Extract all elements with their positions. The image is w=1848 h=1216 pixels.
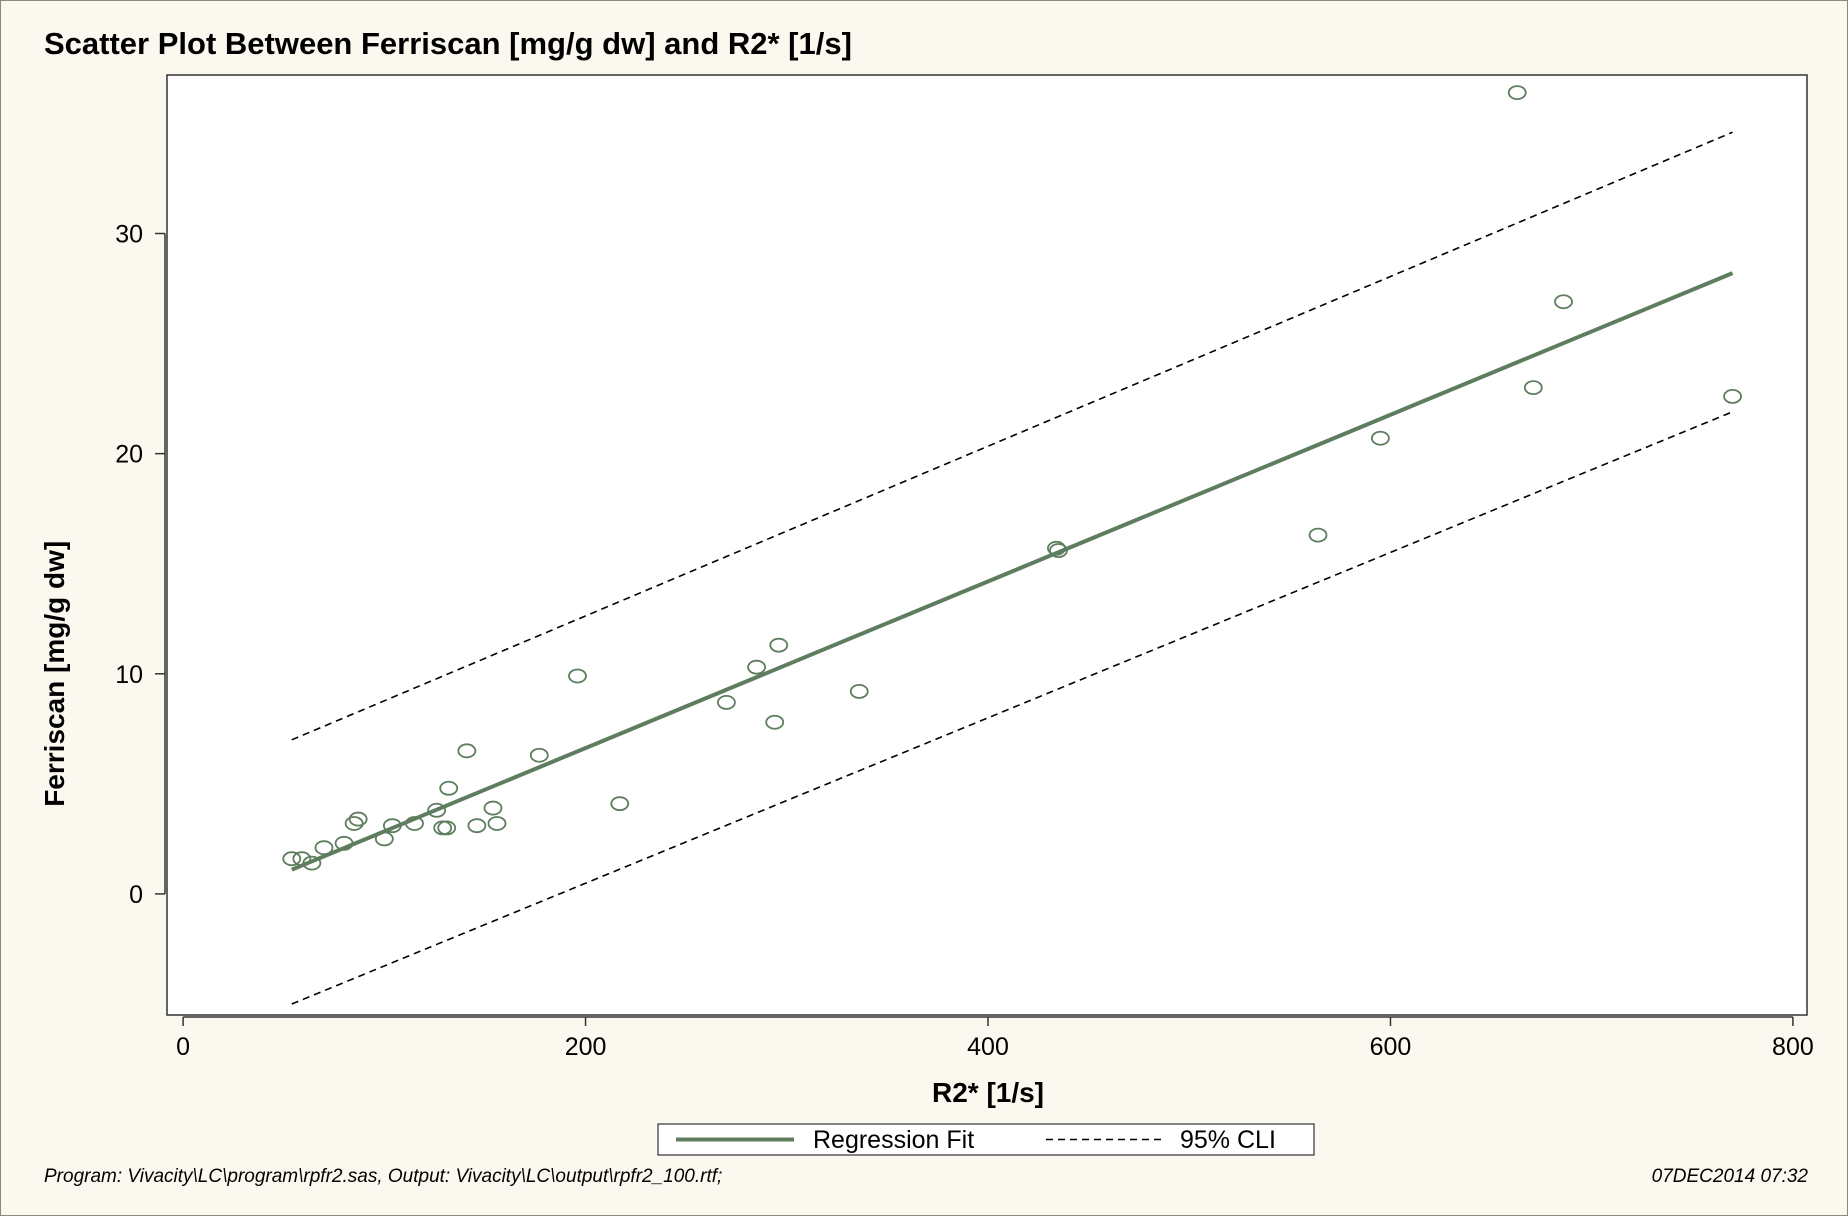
y-tick-label: 10 bbox=[115, 661, 143, 689]
data-point bbox=[344, 816, 364, 831]
data-point bbox=[769, 637, 789, 653]
data-point bbox=[457, 743, 477, 759]
data-point bbox=[568, 668, 587, 684]
data-point bbox=[483, 800, 503, 816]
legend-regression-label: Regression Fit bbox=[813, 1126, 974, 1154]
data-point bbox=[405, 816, 424, 831]
data-point bbox=[849, 683, 869, 699]
data-point bbox=[610, 796, 630, 812]
data-point bbox=[427, 802, 447, 818]
x-axis-label: R2* [1/s] bbox=[932, 1077, 1044, 1108]
data-point bbox=[374, 831, 394, 847]
data-point bbox=[292, 851, 312, 867]
data-point bbox=[1370, 430, 1390, 446]
footer-program: Program: Vivacity\LC\program\rpfr2.sas, … bbox=[44, 1166, 723, 1187]
y-axis-label: Ferriscan [mg/g dw] bbox=[39, 541, 70, 807]
data-point bbox=[765, 714, 785, 730]
x-tick-label: 800 bbox=[1772, 1033, 1814, 1061]
y-tick-label: 20 bbox=[115, 441, 143, 469]
cli-upper-line bbox=[291, 131, 1733, 741]
data-point bbox=[1308, 527, 1328, 543]
data-point bbox=[717, 695, 736, 710]
legend-cli-label: 95% CLI bbox=[1180, 1126, 1276, 1154]
data-point bbox=[1507, 85, 1527, 101]
x-tick-label: 200 bbox=[565, 1033, 607, 1061]
data-point bbox=[1049, 543, 1068, 558]
chart-title: Scatter Plot Between Ferriscan [mg/g dw]… bbox=[44, 26, 852, 61]
data-point bbox=[1554, 294, 1573, 310]
data-point bbox=[302, 855, 322, 871]
data-point bbox=[439, 780, 459, 796]
data-point bbox=[348, 811, 368, 827]
data-point bbox=[1723, 389, 1742, 404]
data-point bbox=[529, 747, 549, 763]
data-point bbox=[334, 835, 354, 851]
data-point bbox=[1523, 380, 1543, 395]
y-tick-label: 0 bbox=[129, 881, 143, 909]
x-tick-label: 0 bbox=[176, 1033, 190, 1061]
data-point bbox=[382, 818, 402, 834]
plot-area bbox=[166, 74, 1808, 1016]
x-tick-label: 400 bbox=[967, 1033, 1009, 1061]
footer-timestamp: 07DEC2014 07:32 bbox=[1651, 1166, 1808, 1187]
data-point bbox=[282, 851, 302, 867]
data-point bbox=[1047, 540, 1066, 556]
regression-fit-line bbox=[290, 271, 1734, 872]
data-point bbox=[314, 840, 334, 856]
cli-lower-line bbox=[291, 411, 1733, 1005]
data-point bbox=[487, 816, 507, 831]
data-point bbox=[467, 818, 487, 834]
data-point bbox=[437, 820, 457, 836]
x-tick-label: 600 bbox=[1370, 1033, 1412, 1061]
y-tick-label: 30 bbox=[115, 221, 143, 249]
data-point bbox=[747, 659, 766, 675]
